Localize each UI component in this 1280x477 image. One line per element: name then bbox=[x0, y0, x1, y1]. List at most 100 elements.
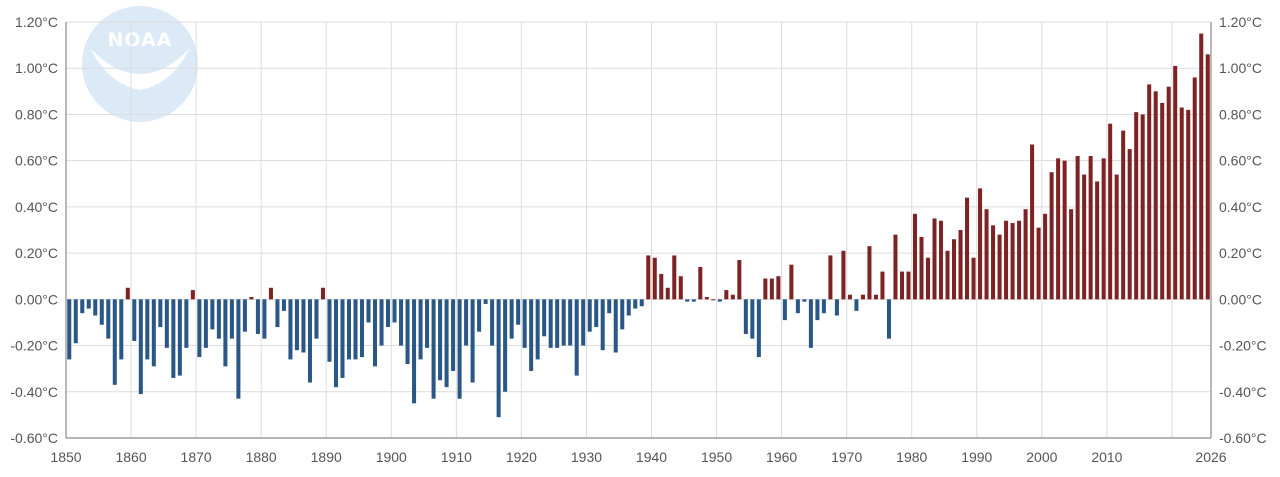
bar-2016[interactable] bbox=[1147, 84, 1152, 300]
bar-1850[interactable] bbox=[67, 299, 72, 360]
bar-1938[interactable] bbox=[639, 299, 644, 307]
bar-1933[interactable] bbox=[607, 299, 612, 314]
bar-1941[interactable] bbox=[659, 273, 664, 300]
bar-1878[interactable] bbox=[249, 297, 254, 300]
bar-1970[interactable] bbox=[847, 294, 852, 300]
bar-1866[interactable] bbox=[171, 299, 176, 378]
bar-1858[interactable] bbox=[119, 299, 124, 360]
bar-1892[interactable] bbox=[340, 299, 345, 378]
bar-1924[interactable] bbox=[548, 299, 553, 348]
bar-1960[interactable] bbox=[782, 299, 787, 321]
bar-1873[interactable] bbox=[216, 299, 221, 339]
bar-1910[interactable] bbox=[457, 299, 462, 399]
bar-1982[interactable] bbox=[925, 257, 931, 300]
bar-1981[interactable] bbox=[919, 236, 924, 300]
bar-2019[interactable] bbox=[1166, 86, 1171, 300]
bar-1996[interactable] bbox=[1017, 220, 1022, 300]
bar-1955[interactable] bbox=[750, 299, 755, 339]
bar-1907[interactable] bbox=[438, 299, 443, 381]
bar-1886[interactable] bbox=[301, 299, 306, 353]
bar-1940[interactable] bbox=[652, 257, 657, 300]
bar-1993[interactable] bbox=[997, 234, 1002, 300]
bar-1859[interactable] bbox=[125, 287, 130, 300]
bar-1942[interactable] bbox=[665, 287, 670, 300]
bar-1977[interactable] bbox=[893, 234, 898, 300]
bar-1876[interactable] bbox=[236, 299, 241, 399]
bar-2022[interactable] bbox=[1186, 109, 1191, 300]
bar-2002[interactable] bbox=[1056, 158, 1061, 300]
bar-1883[interactable] bbox=[281, 299, 286, 311]
bar-2005[interactable] bbox=[1075, 156, 1080, 300]
bar-1991[interactable] bbox=[984, 209, 989, 300]
bar-2007[interactable] bbox=[1088, 156, 1093, 300]
bar-1963[interactable] bbox=[802, 299, 807, 302]
bar-1962[interactable] bbox=[795, 299, 800, 314]
bar-1898[interactable] bbox=[379, 299, 384, 346]
bar-1896[interactable] bbox=[366, 299, 371, 323]
bar-1964[interactable] bbox=[808, 299, 813, 348]
bar-1935[interactable] bbox=[620, 299, 625, 330]
bar-1888[interactable] bbox=[314, 299, 319, 339]
bar-1994[interactable] bbox=[1004, 220, 1009, 300]
bar-1855[interactable] bbox=[99, 299, 104, 325]
bar-1900[interactable] bbox=[392, 299, 397, 323]
bar-1909[interactable] bbox=[451, 299, 456, 371]
bar-1863[interactable] bbox=[151, 299, 156, 367]
bar-1959[interactable] bbox=[776, 276, 781, 300]
bar-1944[interactable] bbox=[678, 276, 683, 300]
bar-1918[interactable] bbox=[509, 299, 514, 339]
bar-1999[interactable] bbox=[1036, 227, 1041, 300]
bar-2013[interactable] bbox=[1127, 149, 1132, 300]
bar-1908[interactable] bbox=[444, 299, 449, 388]
bar-1860[interactable] bbox=[132, 299, 137, 341]
bar-1921[interactable] bbox=[529, 299, 534, 371]
bar-1983[interactable] bbox=[932, 218, 937, 300]
bar-1905[interactable] bbox=[425, 299, 430, 348]
bar-1956[interactable] bbox=[756, 299, 761, 358]
bar-1856[interactable] bbox=[106, 299, 111, 339]
bar-2017[interactable] bbox=[1153, 91, 1158, 300]
bar-1897[interactable] bbox=[373, 299, 378, 367]
bar-1967[interactable] bbox=[828, 255, 833, 300]
bar-1927[interactable] bbox=[568, 299, 573, 346]
bar-1903[interactable] bbox=[412, 299, 417, 404]
bar-1851[interactable] bbox=[73, 299, 78, 344]
bar-2006[interactable] bbox=[1082, 174, 1087, 300]
bar-2014[interactable] bbox=[1134, 112, 1139, 300]
bar-1925[interactable] bbox=[555, 299, 560, 348]
bar-1871[interactable] bbox=[203, 299, 208, 348]
bar-1882[interactable] bbox=[275, 299, 280, 328]
bar-1893[interactable] bbox=[346, 299, 352, 360]
bar-1971[interactable] bbox=[854, 299, 859, 311]
bar-1984[interactable] bbox=[938, 220, 944, 300]
bar-2008[interactable] bbox=[1095, 181, 1100, 300]
bar-1857[interactable] bbox=[112, 299, 117, 385]
bar-1862[interactable] bbox=[145, 299, 150, 360]
bar-1915[interactable] bbox=[490, 299, 495, 346]
bar-1969[interactable] bbox=[841, 250, 846, 300]
bar-1917[interactable] bbox=[503, 299, 508, 392]
bar-1976[interactable] bbox=[886, 299, 891, 339]
bar-2015[interactable] bbox=[1140, 114, 1145, 300]
bar-1990[interactable] bbox=[978, 188, 983, 300]
bar-1931[interactable] bbox=[594, 299, 599, 328]
bar-1912[interactable] bbox=[470, 299, 475, 383]
bar-1987[interactable] bbox=[958, 230, 963, 300]
bar-1954[interactable] bbox=[743, 299, 748, 334]
bar-1899[interactable] bbox=[386, 299, 391, 328]
bar-1891[interactable] bbox=[333, 299, 339, 388]
bar-2020[interactable] bbox=[1173, 65, 1178, 300]
bar-1989[interactable] bbox=[971, 257, 976, 300]
bar-1939[interactable] bbox=[646, 255, 651, 300]
bar-1930[interactable] bbox=[587, 299, 592, 332]
bar-1911[interactable] bbox=[464, 299, 469, 346]
bar-1913[interactable] bbox=[477, 299, 482, 332]
bar-1861[interactable] bbox=[138, 299, 143, 395]
bar-1853[interactable] bbox=[86, 299, 91, 309]
bar-1988[interactable] bbox=[965, 197, 970, 300]
bar-2011[interactable] bbox=[1114, 174, 1119, 300]
bar-1887[interactable] bbox=[307, 299, 312, 383]
bar-1904[interactable] bbox=[418, 299, 423, 360]
bar-1874[interactable] bbox=[223, 299, 228, 367]
bar-2025[interactable] bbox=[1205, 54, 1210, 300]
